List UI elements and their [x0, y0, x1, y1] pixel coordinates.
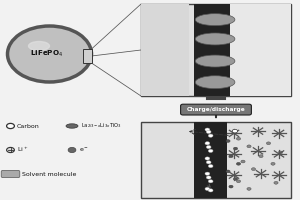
Circle shape — [206, 145, 211, 149]
Bar — [141, 4, 189, 96]
Circle shape — [278, 151, 283, 154]
Circle shape — [206, 161, 211, 164]
Circle shape — [208, 164, 213, 168]
Circle shape — [206, 176, 211, 179]
Circle shape — [205, 142, 210, 145]
Circle shape — [251, 168, 256, 171]
FancyBboxPatch shape — [181, 104, 251, 115]
Circle shape — [8, 26, 91, 82]
Bar — [82, 49, 91, 63]
Circle shape — [205, 172, 210, 175]
Bar — [141, 4, 291, 96]
Text: Li$^+$: Li$^+$ — [17, 146, 28, 154]
Circle shape — [205, 157, 210, 160]
Circle shape — [229, 155, 233, 158]
Bar — [141, 122, 291, 198]
Text: La$_{2/3-x}$Li$_{3x}$TiO$_3$: La$_{2/3-x}$Li$_{3x}$TiO$_3$ — [81, 122, 122, 130]
Circle shape — [241, 160, 245, 163]
Circle shape — [226, 170, 230, 173]
Circle shape — [274, 181, 278, 184]
Circle shape — [236, 162, 241, 165]
Circle shape — [259, 155, 263, 158]
Circle shape — [208, 180, 213, 183]
Circle shape — [236, 180, 241, 183]
Circle shape — [208, 134, 213, 137]
Ellipse shape — [195, 14, 235, 26]
Bar — [194, 4, 230, 96]
Circle shape — [233, 147, 238, 150]
Circle shape — [205, 187, 210, 190]
Bar — [194, 122, 226, 198]
Circle shape — [229, 185, 233, 188]
Circle shape — [208, 189, 213, 192]
Circle shape — [236, 137, 241, 140]
FancyArrowPatch shape — [207, 184, 210, 187]
Circle shape — [247, 187, 251, 190]
Ellipse shape — [195, 55, 235, 67]
Circle shape — [271, 162, 275, 165]
Ellipse shape — [66, 124, 78, 128]
Circle shape — [247, 145, 251, 148]
Circle shape — [7, 123, 14, 129]
FancyBboxPatch shape — [1, 170, 20, 178]
Text: Solvent molecule: Solvent molecule — [22, 171, 76, 176]
Text: LiFePO$_4$: LiFePO$_4$ — [30, 49, 63, 59]
Ellipse shape — [195, 76, 235, 89]
Circle shape — [232, 129, 238, 133]
Circle shape — [205, 128, 210, 131]
Circle shape — [7, 147, 14, 153]
Text: Charge/discharge: Charge/discharge — [187, 107, 245, 112]
Text: Carbon: Carbon — [17, 123, 40, 129]
Circle shape — [266, 142, 271, 145]
Bar — [230, 4, 291, 96]
Circle shape — [233, 178, 238, 180]
Ellipse shape — [195, 33, 235, 45]
Circle shape — [206, 130, 211, 133]
Circle shape — [226, 140, 230, 142]
Ellipse shape — [28, 42, 50, 50]
Text: e$^-$: e$^-$ — [79, 146, 88, 154]
Circle shape — [68, 147, 76, 153]
Circle shape — [208, 149, 213, 152]
